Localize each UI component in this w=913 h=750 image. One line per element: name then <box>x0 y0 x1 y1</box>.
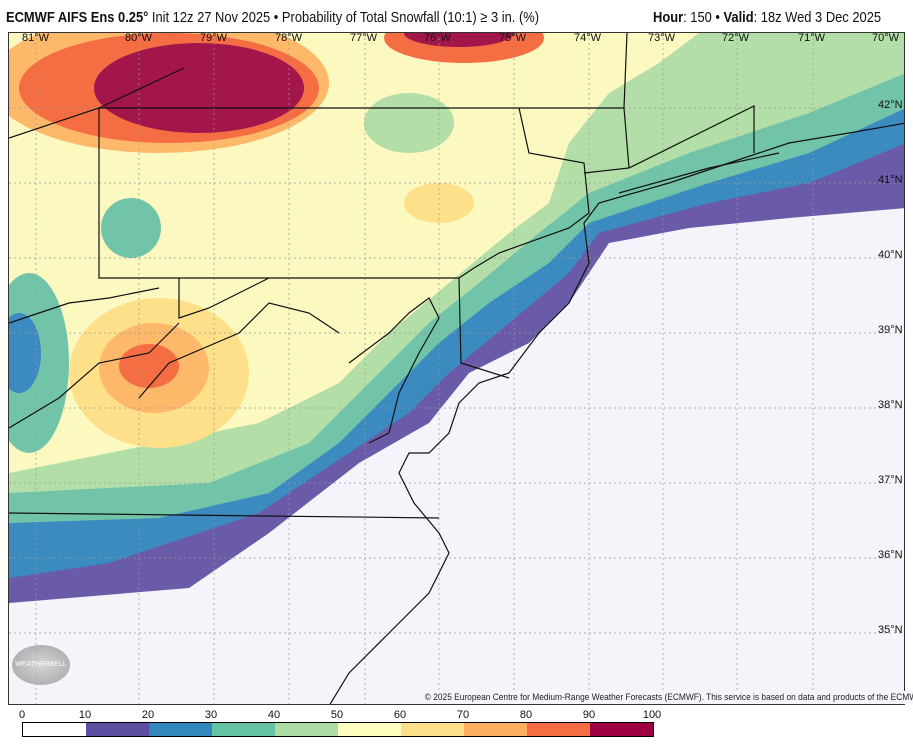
colorbar-swatch <box>401 723 464 736</box>
colorbar-swatch <box>464 723 527 736</box>
colorbar-swatch <box>527 723 590 736</box>
lat-label: 35°N <box>878 624 903 636</box>
colorbar-swatch <box>275 723 338 736</box>
colorbar-tick-label: 100 <box>642 709 662 721</box>
lon-label: 72°W <box>722 32 750 44</box>
north-green-patch <box>364 93 454 153</box>
grid-lines <box>9 33 904 704</box>
colorbar-tick-label: 0 <box>18 709 26 721</box>
lat-label: 42°N <box>878 99 903 111</box>
lat-label: 39°N <box>878 324 903 336</box>
colorbar-tick-label: 20 <box>141 709 155 721</box>
lon-label: 78°W <box>275 32 303 44</box>
colorbar <box>22 722 654 737</box>
lat-label: 36°N <box>878 549 903 561</box>
valid-info: Hour: 150 • Valid: 18z Wed 3 Dec 2025 <box>653 9 882 26</box>
colorbar-swatch <box>86 723 149 736</box>
colorbar-swatch <box>149 723 212 736</box>
colorbar-tick-label: 40 <box>267 709 281 721</box>
lat-label: 41°N <box>878 174 903 186</box>
coastline <box>329 122 904 704</box>
colorbar-swatch <box>338 723 401 736</box>
west-teal-patch <box>101 198 161 258</box>
lon-label: 80°W <box>125 32 153 44</box>
colorbar-swatch <box>212 723 275 736</box>
copyright-notice: © 2025 European Centre for Medium-Range … <box>423 691 913 704</box>
colorbar-swatch <box>590 723 653 736</box>
lon-label: 75°W <box>499 32 527 44</box>
ne-green-patch <box>649 58 769 108</box>
lat-label: 40°N <box>878 249 903 261</box>
colorbar-swatch <box>23 723 86 736</box>
colorbar-tick-label: 10 <box>78 709 92 721</box>
lon-label: 70°W <box>872 32 900 44</box>
lat-label: 37°N <box>878 474 903 486</box>
nw-dark-red <box>94 43 304 133</box>
lon-label: 74°W <box>574 32 602 44</box>
snowfall-probability-map[interactable] <box>8 32 905 705</box>
lon-label: 76°W <box>424 32 452 44</box>
lon-label: 77°W <box>350 32 378 44</box>
colorbar-tick-label: 50 <box>330 709 344 721</box>
lat-label: 38°N <box>878 399 903 411</box>
lon-label: 79°W <box>200 32 228 44</box>
colorbar-tick-label: 80 <box>519 709 533 721</box>
colorbar-tick-label: 70 <box>456 709 470 721</box>
lon-label: 73°W <box>648 32 676 44</box>
lon-label: 81°W <box>22 32 50 44</box>
colorbar-tick-label: 30 <box>204 709 218 721</box>
colorbar-tick-label: 90 <box>582 709 596 721</box>
sw-red-orange <box>119 344 179 388</box>
state-borders <box>9 33 755 519</box>
left-edge-blue <box>9 313 41 393</box>
colorbar-tick-label: 60 <box>393 709 407 721</box>
title: ECMWF AIFS Ens 0.25° Init 12z 27 Nov 202… <box>6 9 540 26</box>
map-canvas <box>9 33 904 704</box>
north-dark-red <box>404 33 514 47</box>
weatherbell-logo: WEATHERBELL <box>12 645 70 685</box>
header: ECMWF AIFS Ens 0.25° Init 12z 27 Nov 202… <box>0 0 913 32</box>
lon-label: 71°W <box>798 32 826 44</box>
